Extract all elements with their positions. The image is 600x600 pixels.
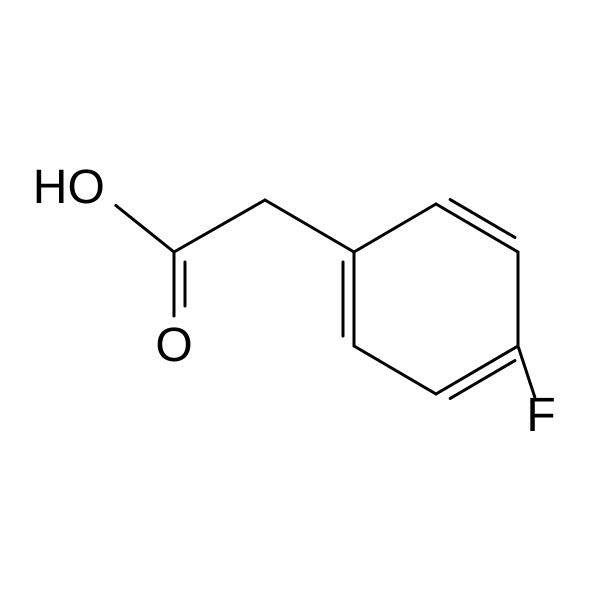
molecule-diagram: HO O F <box>0 0 600 600</box>
atom-label-f: F <box>526 392 555 440</box>
bond <box>265 200 354 252</box>
bond <box>354 204 436 252</box>
atom-label-od: O <box>155 322 192 370</box>
bond <box>116 205 174 252</box>
bond <box>436 204 518 252</box>
atom-label-ho: HO <box>33 164 105 212</box>
bond-layer <box>0 0 600 600</box>
bond <box>436 346 518 394</box>
bond <box>174 200 265 252</box>
bond <box>354 346 436 394</box>
